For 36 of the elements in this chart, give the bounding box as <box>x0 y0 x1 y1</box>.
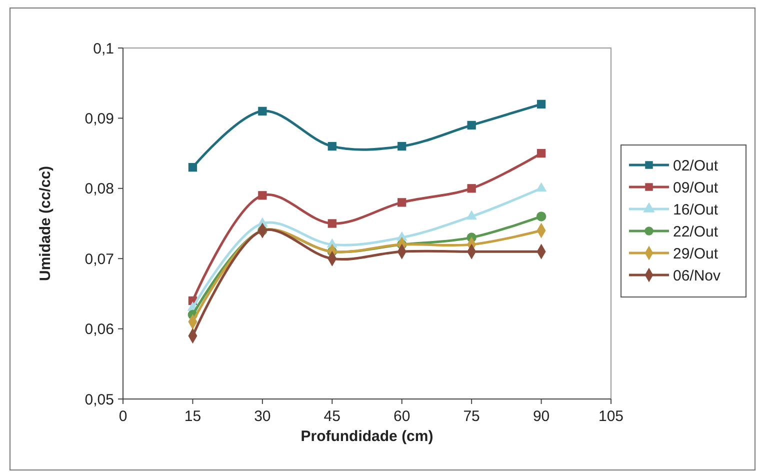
point <box>188 163 198 172</box>
y-tick-label: 0,06 <box>84 321 114 338</box>
point <box>467 184 476 193</box>
legend-label: 09/Out <box>673 179 719 196</box>
point <box>536 100 546 108</box>
point <box>258 106 267 116</box>
point <box>398 142 406 151</box>
y-tick-label: 0,1 <box>93 40 114 58</box>
point <box>536 212 546 222</box>
y-tick-label: 0,09 <box>84 110 114 128</box>
x-tick-label: 90 <box>532 408 550 425</box>
point <box>536 182 547 192</box>
y-tick-label: 0,08 <box>84 180 114 198</box>
point <box>536 148 546 158</box>
legend-label: 16/Out <box>673 201 719 218</box>
x-axis-title: Profundidade (cm) <box>300 428 434 445</box>
y-tick-label: 0,05 <box>84 391 114 408</box>
point <box>467 120 476 130</box>
y-axis-title: Umidade (cc/cc) <box>37 166 54 282</box>
x-tick-label: 75 <box>463 408 480 425</box>
point <box>328 219 336 228</box>
x-tick-label: 15 <box>184 408 202 425</box>
y-tick-label: 0,07 <box>84 250 114 268</box>
point <box>328 142 336 151</box>
point <box>258 191 267 200</box>
legend-label: 29/Out <box>673 245 719 262</box>
legend-label: 02/Out <box>673 157 719 174</box>
x-tick-label: 30 <box>254 408 271 425</box>
x-tick-label: 60 <box>394 408 410 425</box>
legend-label: 06/Nov <box>673 267 722 284</box>
x-tick-label: 105 <box>598 408 624 425</box>
point <box>398 198 406 207</box>
legend-label: 22/Out <box>673 223 719 240</box>
x-tick-label: 0 <box>118 408 128 425</box>
point <box>466 210 477 220</box>
x-tick-label: 45 <box>324 408 340 425</box>
